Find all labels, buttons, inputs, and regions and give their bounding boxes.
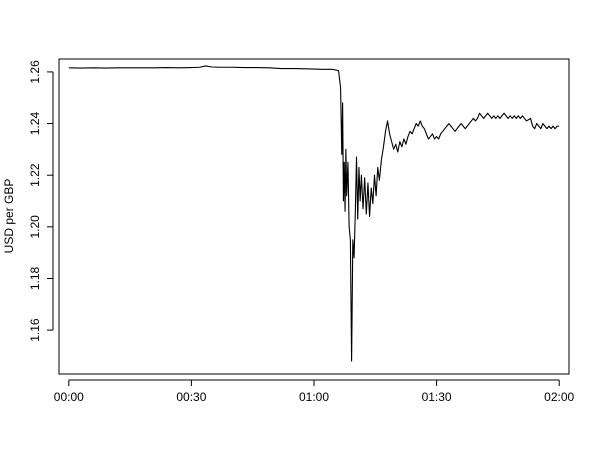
series-line (68, 65, 560, 362)
y-tick-label: 1.16 (28, 318, 42, 342)
x-axis: 00:00 00:30 01:00 01:30 02:00 (54, 379, 575, 404)
y-axis-title: USD per GBP (2, 179, 16, 254)
x-tick-label: 01:30 (422, 390, 452, 404)
x-tick-label: 01:00 (299, 390, 329, 404)
x-tick-label: 00:00 (54, 390, 84, 404)
plot-frame (58, 58, 570, 375)
y-tick-label: 1.22 (28, 163, 42, 187)
x-tick-label: 02:00 (544, 390, 574, 404)
y-axis: 1.16 1.18 1.20 1.22 1.24 1.26 (28, 60, 54, 342)
x-tick-label: 00:30 (176, 390, 206, 404)
y-tick-label: 1.20 (28, 215, 42, 239)
y-tick-label: 1.18 (28, 266, 42, 290)
series-layer (68, 65, 560, 362)
y-tick-label: 1.24 (28, 112, 42, 136)
y-tick-label: 1.26 (28, 60, 42, 84)
